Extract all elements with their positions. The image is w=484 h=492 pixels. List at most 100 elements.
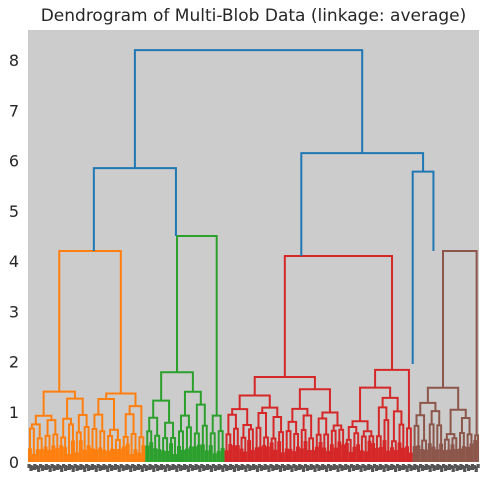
dendrogram-link [359, 450, 364, 462]
leaf-tick-label [340, 465, 344, 471]
dendrogram-link [66, 397, 84, 419]
leaf-tick-label [159, 464, 164, 470]
dendrogram-link [408, 452, 413, 462]
dendrogram-link [351, 420, 369, 432]
dendrogram-link [196, 444, 201, 462]
dendrogram-link [436, 424, 443, 451]
dendrogram-link [102, 449, 107, 462]
leaf-tick-label [196, 465, 200, 469]
dendrogram-link [322, 447, 327, 462]
dendrogram-link [188, 446, 193, 462]
dendrogram-link [311, 450, 315, 462]
leaf-tick-label [424, 464, 428, 470]
leaf-tick-label [443, 465, 448, 471]
leaf-tick-label [98, 465, 102, 471]
dendrogram-link [227, 413, 237, 435]
leaf-tick-label [169, 466, 173, 470]
dendrogram-link [177, 446, 181, 462]
leaf-tick-label [290, 466, 294, 472]
leaf-tick-label [140, 466, 144, 472]
dendrogram-link [200, 444, 205, 462]
leaf-tick-label [269, 464, 273, 468]
leaf-tick-label [123, 466, 127, 470]
dendrogram-link [90, 448, 95, 462]
leaf-tick-label [117, 466, 121, 472]
leaf-tick-label [294, 465, 298, 471]
dendrogram-link [149, 442, 154, 462]
dendrogram-link [308, 437, 315, 452]
dendrogram-link [52, 433, 59, 450]
leaf-tick-label [361, 464, 365, 468]
plot-background [28, 30, 479, 462]
leaf-tick-label [257, 464, 261, 468]
leaf-tick-label [367, 464, 371, 470]
leaf-tick-label [204, 466, 208, 470]
leaf-tick-label [163, 466, 167, 472]
leaf-tick-label [77, 466, 81, 470]
dendrogram-link [133, 49, 364, 169]
dendrogram-link [216, 450, 221, 462]
dendrogram-link [283, 255, 394, 378]
leaf-tick-label [328, 465, 332, 471]
leaf-tick-label [161, 465, 165, 469]
leaf-tick-label [292, 464, 296, 468]
leaf-tick-label [250, 466, 254, 470]
leaf-tick-label [92, 465, 96, 469]
leaf-tick-label [171, 464, 175, 470]
dendrogram-link [224, 450, 229, 462]
leaf-tick-label [31, 466, 35, 470]
dendrogram-link [439, 443, 444, 462]
leaf-tick-label [449, 465, 453, 469]
dendrogram-link [122, 435, 129, 448]
dendrogram-link [233, 427, 239, 447]
leaf-tick-label [173, 465, 177, 469]
leaf-tick-label [236, 465, 240, 471]
leaf-tick-label [217, 464, 221, 470]
dendrogram-link [184, 448, 189, 462]
dendrogram-link [280, 452, 285, 462]
chart-title: Dendrogram of Multi-Blob Data (linkage: … [41, 6, 467, 26]
dendrogram-link [341, 444, 346, 462]
leaf-tick-label [104, 465, 108, 469]
leaf-tick-label [299, 465, 304, 469]
leaf-tick-label [35, 465, 39, 469]
leaf-tick-label [27, 464, 31, 468]
dendrogram-links [27, 49, 480, 462]
dendrogram-link [130, 432, 137, 456]
leaf-tick-label [390, 464, 394, 470]
leaf-tick-label [113, 464, 118, 470]
dendrogram-link [220, 447, 225, 462]
leaf-tick-label [33, 464, 37, 470]
leaf-tick-label [73, 464, 77, 468]
leaf-tick-label [342, 466, 346, 470]
dendrogram-link [442, 449, 447, 462]
leaf-tick-labels [27, 464, 480, 472]
leaf-tick-label [150, 465, 154, 469]
leaf-tick-label [438, 465, 442, 469]
leaf-tick-label [242, 465, 246, 469]
dendrogram-link [263, 436, 269, 448]
leaf-tick-label [459, 464, 463, 470]
leaf-tick-label [44, 464, 48, 470]
leaf-tick-label [192, 466, 196, 470]
dendrogram-link [77, 414, 88, 433]
leaf-tick-label [369, 465, 373, 469]
leaf-tick-label [288, 465, 292, 469]
dendrogram-link [363, 451, 368, 462]
leaf-tick-label [286, 464, 290, 470]
dendrogram-link [454, 448, 459, 462]
dendrogram-link [250, 450, 255, 462]
leaf-tick-label [378, 464, 382, 470]
leaf-tick-label [261, 466, 265, 470]
dendrogram-link [125, 443, 130, 462]
dendrogram-link [137, 452, 142, 462]
y-tick-label: 5 [9, 202, 19, 221]
leaf-tick-label [434, 466, 438, 470]
dendrogram-link [273, 449, 278, 462]
leaf-tick-label [65, 466, 70, 470]
dendrogram-link [337, 441, 342, 462]
leaf-tick-label [392, 465, 396, 469]
leaf-tick-label [370, 466, 375, 472]
dendrogram-link [300, 152, 425, 257]
dendrogram-link [239, 448, 244, 462]
